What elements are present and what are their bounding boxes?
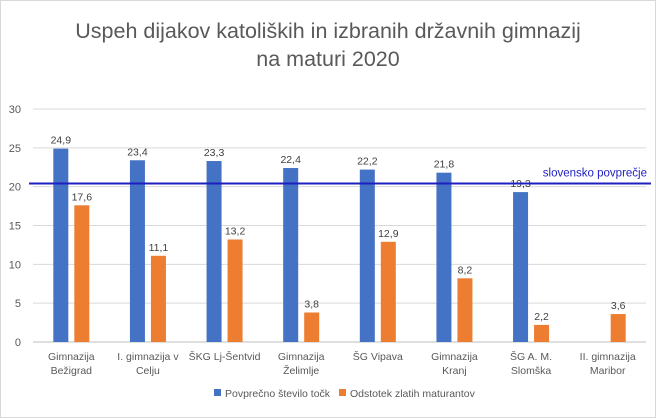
bar-gold-percent (304, 312, 320, 342)
data-label: 21,8 (434, 159, 455, 171)
category-label: Kranj (442, 365, 467, 377)
category-label: Gimnazija (48, 351, 95, 363)
data-label: 3,6 (611, 300, 626, 312)
bar-gold-percent (227, 239, 243, 342)
y-tick-label: 30 (9, 104, 21, 116)
bar-gold-percent (457, 278, 473, 342)
y-tick-label: 25 (9, 143, 21, 155)
data-label: 22,4 (280, 154, 301, 166)
data-label: 8,2 (458, 264, 473, 276)
y-tick-label: 20 (9, 182, 21, 194)
data-label: 3,8 (304, 298, 319, 310)
category-label: ŠG A. M. (510, 350, 552, 363)
data-label: 11,1 (149, 242, 169, 254)
data-label: 17,6 (72, 191, 93, 203)
y-tick-label: 0 (15, 337, 21, 349)
category-label: Gimnazija (278, 351, 325, 363)
bar-avg-points (206, 161, 222, 342)
y-tick-label: 15 (9, 221, 21, 233)
bar-gold-percent (150, 255, 166, 342)
category-label: ŠG Vipava (353, 350, 403, 363)
category-label: ŠKG Lj-Šentvid (189, 350, 261, 363)
category-label: Gimnazija (431, 351, 478, 363)
data-label: 23,3 (204, 147, 225, 159)
bar-avg-points (283, 168, 299, 342)
reference-line-label: slovensko povprečje (543, 168, 647, 180)
bar-gold-percent (74, 205, 90, 342)
category-label: Želimlje (283, 364, 319, 377)
legend-swatch-gold-percent (339, 389, 346, 396)
bar-avg-points (359, 169, 375, 342)
bar-gold-percent (534, 324, 550, 342)
category-label: Maribor (590, 365, 626, 377)
data-label: 24,9 (51, 135, 72, 147)
category-label: Slomška (511, 365, 551, 377)
legend-label: Povprečno število točk (225, 388, 331, 400)
bar-avg-points (129, 160, 145, 342)
legend-swatch-avg-points (214, 389, 221, 396)
chart-title-line: Uspeh dijakov katoliških in izbranih drž… (75, 19, 581, 43)
y-tick-label: 10 (9, 259, 21, 271)
bar-avg-points (436, 172, 452, 342)
data-label: 13,2 (225, 225, 246, 237)
y-tick-label: 5 (15, 298, 21, 310)
bar-gold-percent (610, 314, 626, 342)
chart-title-line: na maturi 2020 (256, 47, 399, 71)
data-label: 23,4 (127, 146, 148, 158)
legend-label: Odstotek zlatih maturantov (350, 388, 476, 400)
category-label: I. gimnazija v (117, 351, 179, 363)
data-label: 12,9 (378, 228, 399, 240)
bar-avg-points (513, 192, 529, 342)
category-label: Celju (136, 365, 160, 377)
bar-avg-points (53, 148, 69, 342)
data-label: 2,2 (534, 311, 549, 323)
data-label: 22,2 (357, 156, 378, 168)
bar-gold-percent (380, 241, 396, 342)
category-label: Bežigrad (51, 365, 93, 377)
category-label: II. gimnazija (580, 351, 636, 363)
